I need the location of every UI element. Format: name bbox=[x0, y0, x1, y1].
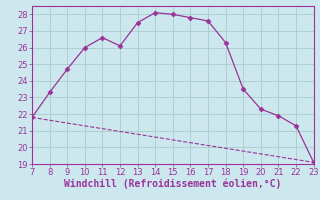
X-axis label: Windchill (Refroidissement éolien,°C): Windchill (Refroidissement éolien,°C) bbox=[64, 179, 282, 189]
